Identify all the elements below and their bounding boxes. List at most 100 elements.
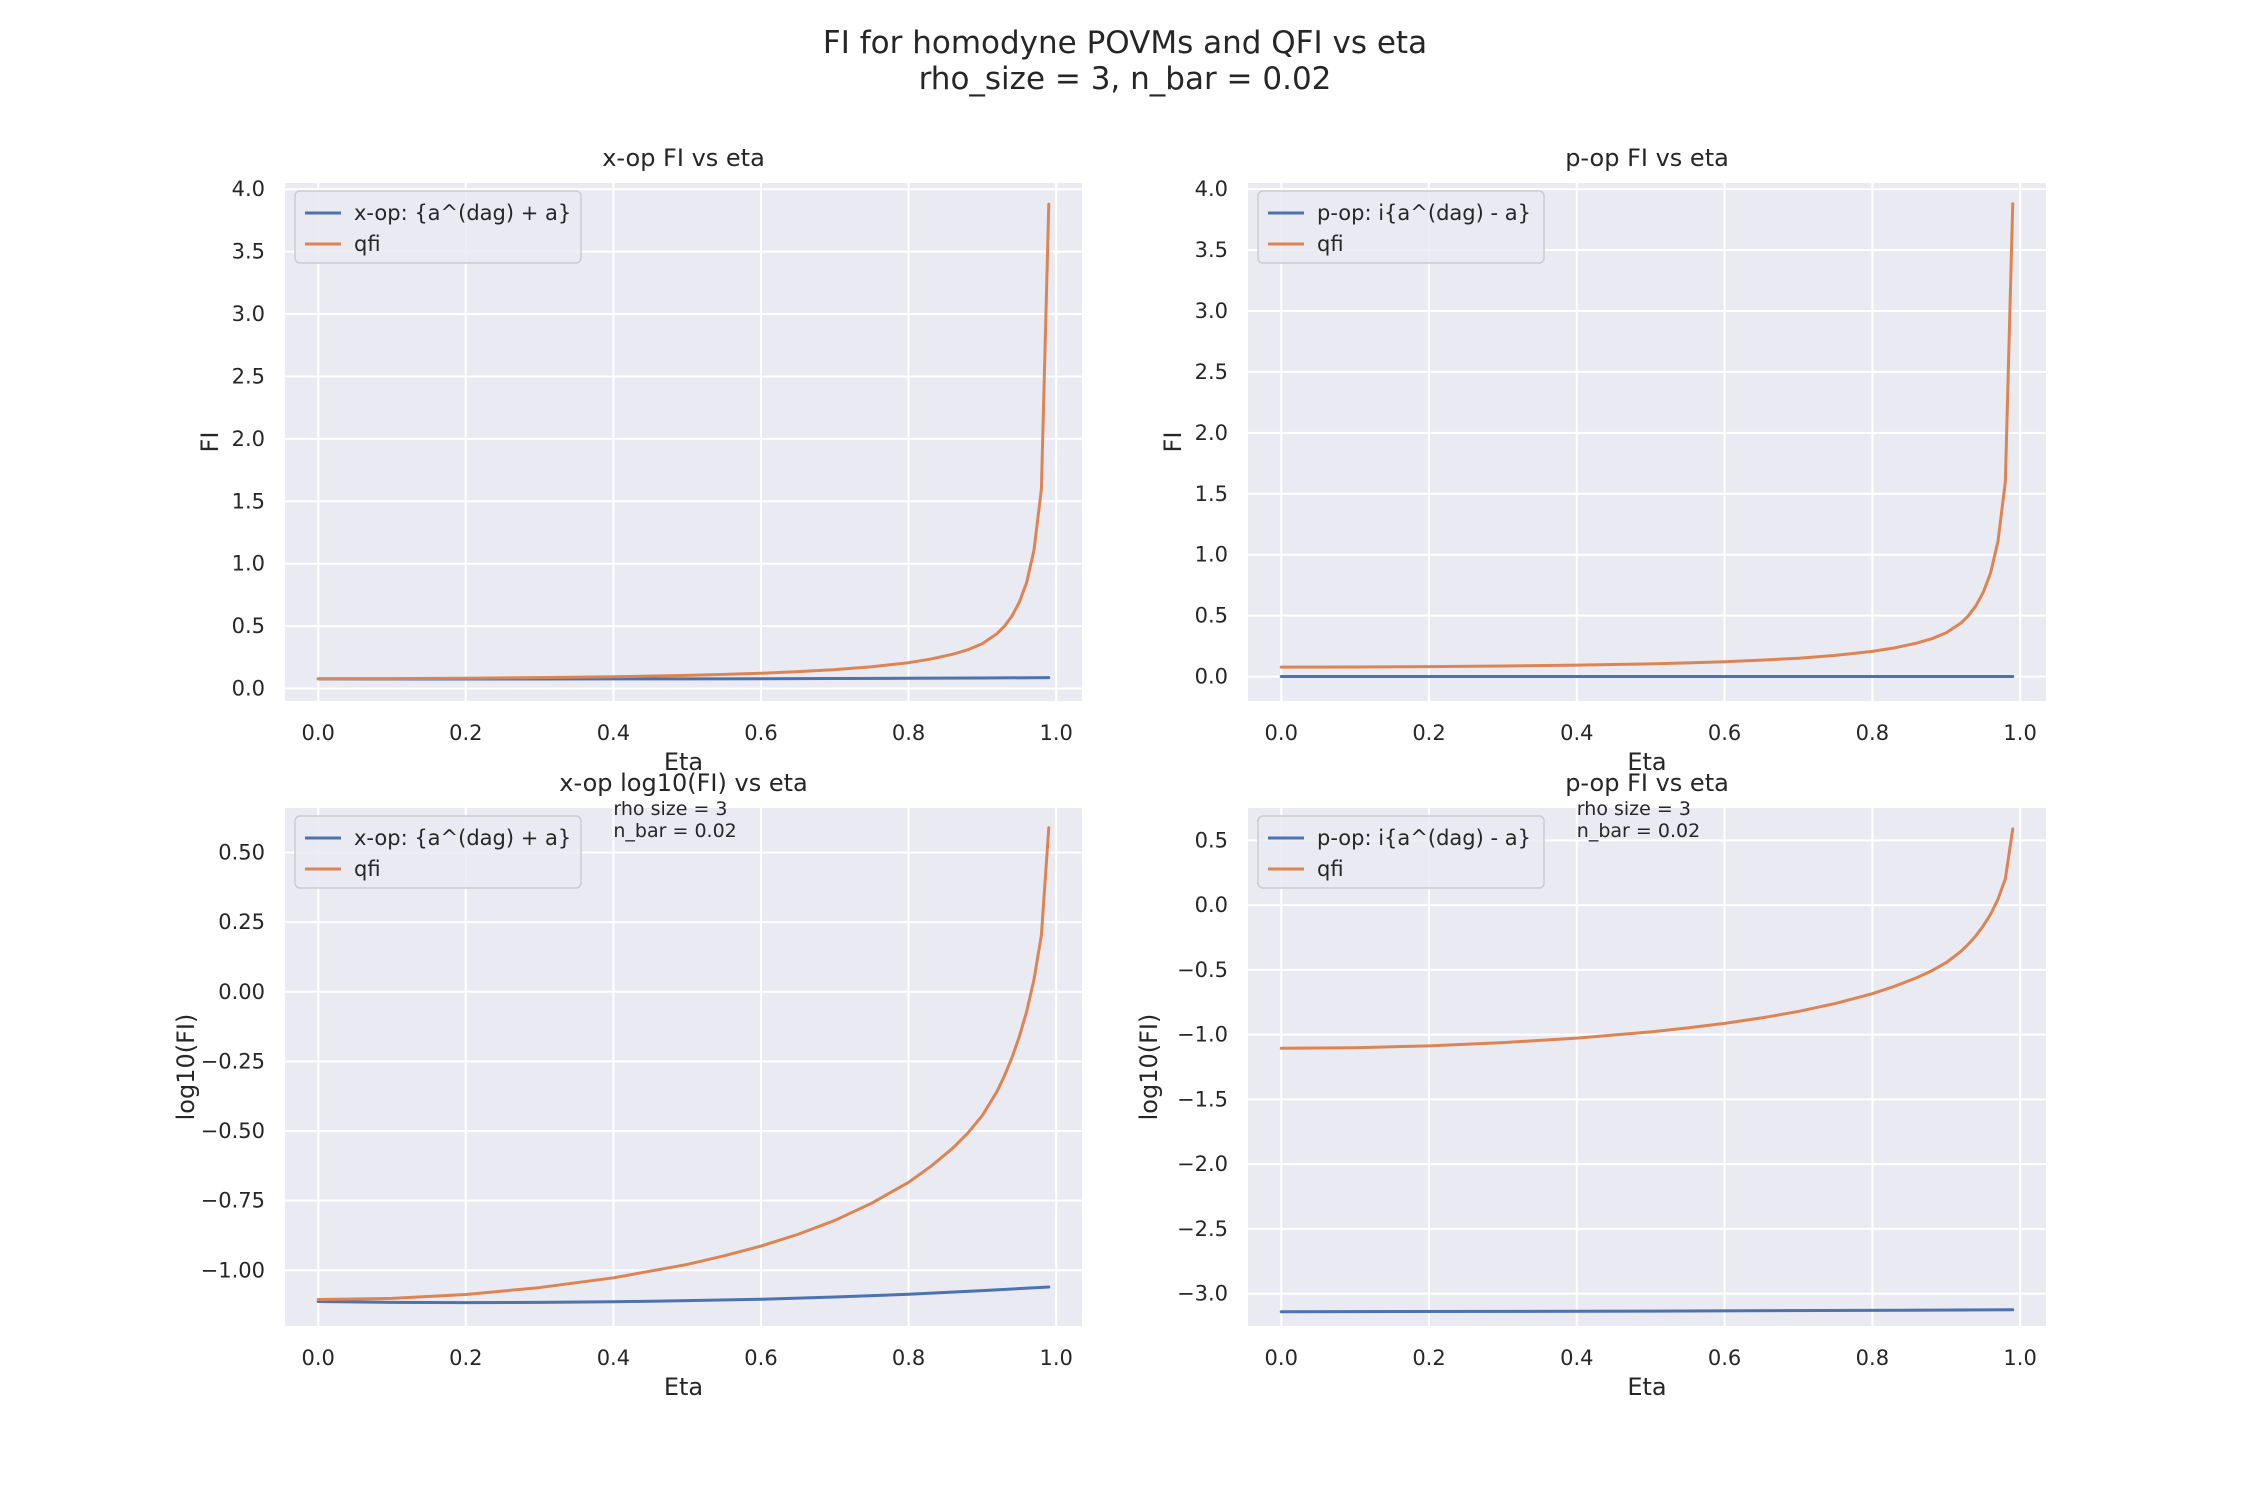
chart-0-y-tick-label: 0.5 (232, 614, 265, 638)
chart-0-y-axis-label: FI (196, 432, 224, 453)
chart-x-op-fi: 0.0 0.2 0.4 0.6 0.8 1.0 0.0 0.5 1.0 1.5 2.0 2.5 3.0 3… (196, 144, 1082, 776)
chart-0-x-tick-label: 0.2 (449, 721, 482, 745)
chart-1-legend-label: qfi (1317, 232, 1344, 256)
chart-2-annotation-line: n_bar = 0.02 (613, 820, 736, 842)
chart-1-legend-label: p-op: i{a^(dag) - a} (1317, 201, 1531, 225)
chart-2-series-group (316, 826, 1051, 1305)
chart-3-x-tick-label: 0.2 (1412, 1346, 1445, 1370)
chart-2-x-tick-label: 0.4 (597, 1346, 630, 1370)
chart-3-x-axis-label: Eta (1627, 1373, 1666, 1401)
chart-0-y-tick-label: 3.5 (232, 240, 265, 264)
chart-3-title: p-op FI vs eta (1565, 769, 1729, 797)
chart-1-y-tick-label: 2.5 (1195, 360, 1228, 384)
figure-title-line1: FI for homodyne POVMs and QFI vs eta (823, 25, 1427, 61)
chart-1-y-tick-label: 4.0 (1195, 177, 1228, 201)
chart-3-y-tick-label: 0.5 (1195, 828, 1228, 852)
chart-0-x-tick-label: 1.0 (1039, 721, 1072, 745)
chart-0-y-tick-label: 1.5 (232, 489, 265, 513)
chart-0-legend-label: x-op: {a^(dag) + a} (354, 201, 571, 225)
chart-3-legend-label: p-op: i{a^(dag) - a} (1317, 826, 1531, 850)
chart-0-series-qfi-line (316, 202, 1051, 681)
chart-p-op-log10-fi: 0.0 0.2 0.4 0.6 0.8 1.0 −3.0 −2.5 −2.0 −1.5 −1.0 −0… (1135, 769, 2046, 1401)
chart-0-series-group (316, 202, 1051, 681)
chart-0-legend-box (294, 190, 582, 264)
chart-3-series-group (1279, 827, 2015, 1314)
chart-1-plot-area (1248, 183, 2046, 701)
chart-3-annotation-line: rho size = 3 (1577, 798, 1691, 820)
chart-1-title: p-op FI vs eta (1565, 144, 1729, 172)
chart-2-y-tick-label: 0.00 (218, 980, 265, 1004)
chart-1-x-tick-label: 0.0 (1265, 721, 1298, 745)
chart-1-y-tick-label: 0.0 (1195, 665, 1228, 689)
chart-3-y-tick-label: −3.0 (1177, 1282, 1228, 1306)
chart-3-y-axis-label: log10(FI) (1135, 1014, 1163, 1121)
chart-2-x-tick-label: 0.8 (892, 1346, 925, 1370)
chart-2-y-tick-label: −0.75 (201, 1189, 265, 1213)
chart-3-x-tick-label: 0.4 (1560, 1346, 1593, 1370)
chart-0-x-tick-label: 0.4 (597, 721, 630, 745)
chart-2-y-tick-label: −0.50 (201, 1119, 265, 1143)
chart-1-y-tick-label: 2.0 (1195, 421, 1228, 445)
chart-0-y-tick-label: 2.5 (232, 364, 265, 388)
chart-1-x-axis-label: Eta (1627, 748, 1666, 776)
chart-3-x-tick-label: 0.6 (1708, 1346, 1741, 1370)
chart-1-y-tick-label: 3.5 (1195, 238, 1228, 262)
chart-3-legend-label: qfi (1317, 857, 1344, 881)
chart-2-series-qfi-line (316, 826, 1051, 1302)
chart-1-series-group (1279, 202, 2015, 679)
figure-title-line2: rho_size = 3, n_bar = 0.02 (919, 61, 1332, 97)
chart-2-y-tick-label: −1.00 (201, 1258, 265, 1282)
chart-3-y-tick-label: −2.5 (1177, 1217, 1228, 1241)
chart-2-plot-area (285, 808, 1082, 1326)
chart-3-series-qfi-line (1279, 827, 2015, 1050)
chart-3-y-tick-label: −1.0 (1177, 1023, 1228, 1047)
chart-2-annotation-line: rho size = 3 (613, 798, 727, 820)
chart-0-legend-label: qfi (354, 232, 381, 256)
chart-2-title: x-op log10(FI) vs eta (559, 769, 807, 797)
chart-0-x-axis-label: Eta (664, 748, 703, 776)
chart-0-plot-area (285, 183, 1082, 701)
chart-3-y-tick-label: −0.5 (1177, 958, 1228, 982)
chart-3-x-tick-label: 0.0 (1265, 1346, 1298, 1370)
chart-3-x-tick-label: 1.0 (2003, 1346, 2036, 1370)
chart-2-x-tick-label: 0.6 (744, 1346, 777, 1370)
chart-2-legend-box (294, 815, 582, 889)
chart-3-y-tick-label: −1.5 (1177, 1087, 1228, 1111)
chart-1-x-tick-label: 1.0 (2003, 721, 2036, 745)
chart-3-y-tick-label: 0.0 (1195, 893, 1228, 917)
chart-1-series-qfi-line (1279, 202, 2015, 669)
chart-0-y-tick-label: 3.0 (232, 302, 265, 326)
chart-1-x-tick-label: 0.4 (1560, 721, 1593, 745)
chart-0-y-tick-label: 1.0 (232, 552, 265, 576)
chart-0-y-tick-label: 0.0 (232, 677, 265, 701)
chart-1-x-tick-label: 0.2 (1412, 721, 1445, 745)
chart-2-x-tick-label: 0.0 (302, 1346, 335, 1370)
chart-3-series-operator-line (1279, 1308, 2015, 1314)
chart-2-legend-label: x-op: {a^(dag) + a} (354, 826, 571, 850)
chart-1-y-tick-label: 1.0 (1195, 543, 1228, 567)
chart-1-y-tick-label: 3.0 (1195, 299, 1228, 323)
chart-3-legend-box (1257, 815, 1545, 889)
chart-1-x-tick-label: 0.8 (1856, 721, 1889, 745)
chart-2-x-tick-label: 1.0 (1039, 1346, 1072, 1370)
chart-1-x-tick-label: 0.6 (1708, 721, 1741, 745)
chart-3-y-tick-label: −2.0 (1177, 1152, 1228, 1176)
chart-3-x-tick-label: 0.8 (1856, 1346, 1889, 1370)
chart-1-y-axis-label: FI (1159, 432, 1187, 453)
chart-2-y-tick-label: 0.25 (218, 910, 265, 934)
chart-2-y-tick-label: 0.50 (218, 841, 265, 865)
chart-1-legend-box (1257, 190, 1545, 264)
chart-3-plot-area (1248, 808, 2046, 1326)
chart-2-y-axis-label: log10(FI) (172, 1014, 200, 1121)
chart-0-x-tick-label: 0.0 (302, 721, 335, 745)
chart-0-x-tick-label: 0.8 (892, 721, 925, 745)
chart-p-op-fi: 0.0 0.2 0.4 0.6 0.8 1.0 0.0 0.5 1.0 1.5 2.0 2.5 3.0 3… (1159, 144, 2046, 776)
chart-1-y-tick-label: 0.5 (1195, 604, 1228, 628)
chart-2-x-axis-label: Eta (664, 1373, 703, 1401)
chart-2-y-tick-label: −0.25 (201, 1049, 265, 1073)
chart-x-op-log10-fi: 0.0 0.2 0.4 0.6 0.8 1.0 −1.00 −0.75 −0.50 −0.25 0.… (172, 769, 1082, 1401)
chart-0-x-tick-label: 0.6 (744, 721, 777, 745)
chart-0-y-tick-label: 4.0 (232, 177, 265, 201)
chart-2-x-tick-label: 0.2 (449, 1346, 482, 1370)
